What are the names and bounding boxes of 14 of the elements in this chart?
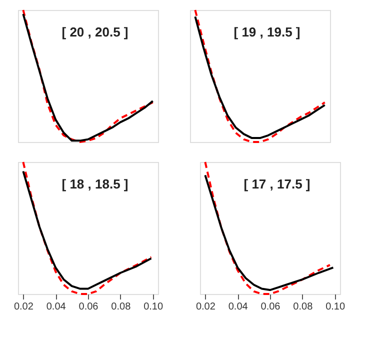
annotation: [ 18 , 18.5 ] <box>62 176 128 192</box>
x-tick-label: 0.10 <box>326 302 346 312</box>
annotation: [ 19 , 19.5 ] <box>234 24 300 40</box>
x-tick-label: 0.02 <box>14 302 34 312</box>
x-tick-label: 0.02 <box>196 302 216 312</box>
annotation: [ 17 , 17.5 ] <box>244 176 310 192</box>
x-tick-label: 0.04 <box>46 302 66 312</box>
x-tick-label: 0.06 <box>78 302 99 312</box>
x-tick-label: 0.06 <box>260 302 281 312</box>
x-tick-label: 0.08 <box>293 302 314 312</box>
x-tick-label: 0.10 <box>144 302 164 312</box>
x-tick-label: 0.08 <box>111 302 132 312</box>
x-tick-label: 0.04 <box>228 302 248 312</box>
annotation: [ 20 , 20.5 ] <box>62 24 128 40</box>
